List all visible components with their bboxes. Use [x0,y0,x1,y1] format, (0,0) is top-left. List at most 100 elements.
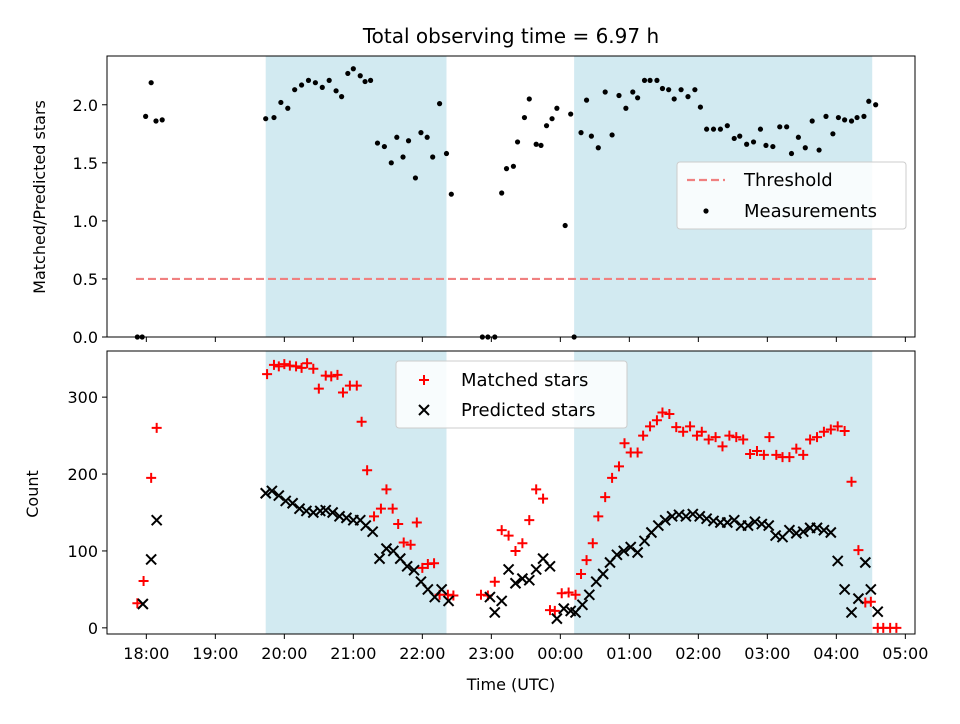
predicted-star-marker [137,598,149,610]
top-measurement-point [159,117,165,123]
top-measurement-point [285,105,291,111]
matched-star-marker [632,447,643,458]
matched-star-marker [651,415,662,426]
top-measurement-point [412,175,419,181]
top-measurement-point [345,70,351,77]
chart-title: Total observing time = 6.97 h [362,24,659,48]
top-measurement-point [659,85,666,92]
predicted-star-marker [509,577,522,589]
matched-star-marker [510,545,521,556]
legend-measurements-swatch [703,208,709,214]
predicted-star-marker [401,560,413,573]
predicted-star-marker [721,516,734,529]
predicted-star-marker [150,514,163,526]
top-measurement-point [816,147,822,153]
matched-star-marker [549,605,560,616]
predicted-star-marker [783,524,796,536]
top-measurement-point [641,77,648,83]
predicted-star-marker [326,506,339,519]
top-measurement-point [554,105,560,111]
matched-star-marker [638,430,649,441]
predicted-star-marker [280,495,292,507]
top-measurement-point [443,150,450,157]
top-measurement-point [263,116,269,122]
top-measurement-point [339,94,345,100]
top-measurement-point [602,89,608,95]
predicted-star-marker [259,487,272,499]
matched-star-marker [262,369,273,380]
legend-matched-label: Matched stars [461,370,588,391]
matched-star-marker [764,432,775,443]
top-measurement-point [861,113,867,119]
predicted-star-marker [293,502,306,515]
top-measurement-point [448,191,454,197]
legend-predicted-swatch [418,404,430,416]
matched-star-marker [332,369,343,380]
top-measurement-point [305,77,312,83]
matched-star-marker [717,441,728,452]
bottom-y-tick-label: 100 [67,542,98,561]
top-measurement-point [830,131,836,137]
matched-star-marker [619,438,630,449]
top-measurement-point [678,87,684,93]
predicted-star-marker [489,606,501,619]
top-measurement-point [312,80,318,86]
x-axis-label: Time (UTC) [466,675,555,694]
predicted-star-marker [818,524,830,536]
matched-star-marker [268,359,279,370]
matched-star-marker [132,598,143,609]
top-measurement-point [418,130,424,136]
matched-star-marker [645,421,656,432]
predicted-star-marker [872,605,884,618]
top-shaded-interval-0 [265,56,447,337]
matched-star-marker [362,465,373,476]
matched-star-marker [381,484,392,495]
top-measurement-point [848,118,855,124]
top-measurement-point [866,98,872,104]
matched-star-marker [791,443,802,454]
matched-star-marker [291,361,302,372]
matched-star-marker [600,492,611,503]
predicted-star-marker [366,526,379,538]
predicted-star-marker [625,541,637,553]
matched-star-marker [613,461,624,472]
predicted-star-marker [544,560,556,573]
top-y-tick-label: 1.5 [73,154,98,173]
x-tick-label: 18:00 [123,644,169,663]
top-measurement-point [724,123,730,129]
top-measurement-point [854,114,860,121]
predicted-star-marker [530,563,542,576]
matched-star-marker [524,515,535,526]
top-measurement-point [562,222,568,229]
bottom-axes-frame [106,350,916,635]
legend-matched-swatch [419,375,429,385]
top-measurement-point [357,73,363,79]
top-panel: 0.0 0.5 1.0 1.5 2.0 Threshold Measurements [73,55,916,347]
predicted-star-marker [631,546,644,559]
x-tick-label: 04:00 [813,644,859,663]
top-measurement-point [697,104,704,110]
matched-star-marker [570,589,581,600]
top-measurement-point [788,150,795,157]
matched-star-marker [825,424,836,435]
top-measurement-point [424,134,430,140]
predicted-star-marker [694,510,706,523]
top-measurement-point [278,99,284,106]
matched-star-marker [393,519,404,530]
top-measurement-point [394,134,400,140]
top-measurement-point [499,190,505,196]
matched-star-marker [538,493,549,504]
predicted-star-marker [728,514,740,526]
matched-star-marker [356,416,367,427]
matched-star-marker [832,421,843,432]
predicted-star-marker [340,512,353,524]
top-measurement-point [685,94,691,100]
top-measurement-point [148,80,154,86]
predicted-star-marker [859,556,872,569]
predicted-star-marker [583,589,596,601]
top-measurement-point [795,134,801,140]
predicted-star-marker [865,583,877,596]
matched-star-marker [818,426,829,437]
matched-star-marker [489,576,500,587]
